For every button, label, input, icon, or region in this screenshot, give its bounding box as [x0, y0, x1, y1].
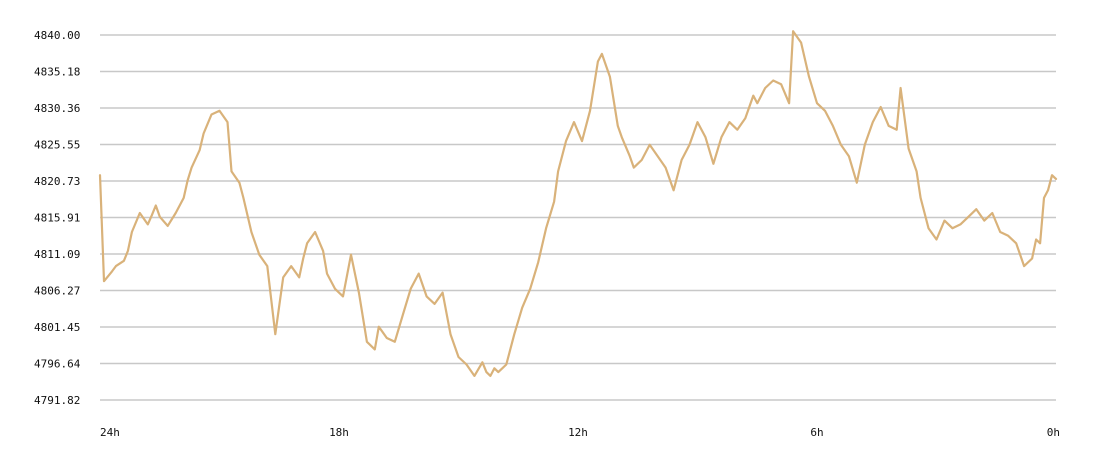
gridlines: [100, 34, 1056, 401]
x-axis: 24h 18h 12h 6h 0h: [100, 426, 1060, 439]
y-tick-label: 4825.55: [34, 138, 80, 151]
y-tick-label: 4830.36: [34, 102, 80, 115]
x-tick-label: 24h: [100, 426, 120, 439]
y-tick-label: 4806.27: [34, 285, 80, 298]
y-tick-label: 4835.18: [34, 66, 80, 79]
y-tick-label: 4796.64: [34, 357, 81, 370]
series-line: [98, 30, 1058, 377]
x-tick-label: 18h: [329, 426, 349, 439]
y-tick-label: 4840.00: [34, 29, 80, 42]
plot-area: [98, 30, 1058, 377]
y-tick-label: 4815.91: [34, 212, 80, 225]
x-tick-label: 12h: [568, 426, 588, 439]
y-tick-label: 4820.73: [34, 175, 80, 188]
y-tick-label: 4801.45: [34, 321, 80, 334]
y-axis: 4840.00 4835.18 4830.36 4825.55 4820.73 4815.…: [34, 29, 81, 407]
x-tick-label: 0h: [1047, 426, 1060, 439]
x-tick-label: 6h: [810, 426, 823, 439]
y-tick-label: 4811.09: [34, 248, 80, 261]
y-tick-label: 4791.82: [34, 394, 80, 407]
